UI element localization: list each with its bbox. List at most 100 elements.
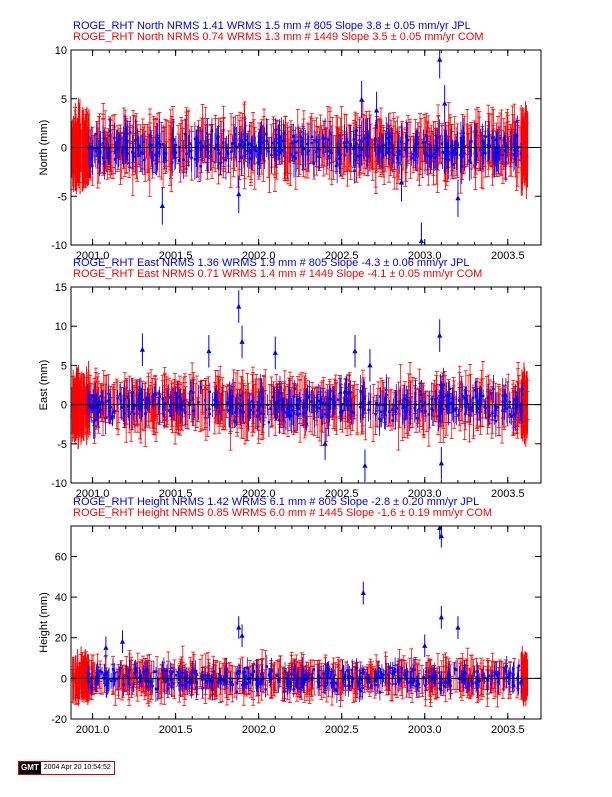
jpl-point [336,162,338,164]
jpl-point [102,157,104,159]
jpl-point [121,152,123,154]
jpl-point [446,154,448,156]
jpl-point [151,160,153,162]
jpl-point [456,152,458,154]
jpl-point [503,137,505,139]
jpl-point [227,153,229,155]
jpl-point [190,157,192,159]
jpl-point [125,137,127,139]
jpl-outlier-point [236,191,241,196]
jpl-point [178,159,180,161]
jpl-point [118,148,120,150]
jpl-point [215,144,217,146]
jpl-point [200,148,202,150]
jpl-point [343,141,345,143]
jpl-point [328,155,330,157]
jpl-point [231,142,233,144]
jpl-point [463,152,465,154]
y-axis-label: North (mm) [38,120,50,176]
jpl-point [501,154,503,156]
jpl-point [297,140,299,142]
jpl-point [385,151,387,153]
jpl-point [239,145,241,147]
jpl-point [109,151,111,153]
jpl-point [258,156,260,158]
jpl-point [292,135,294,137]
jpl-point [97,154,99,156]
jpl-point [429,157,431,159]
y-tick-label: 5 [61,94,67,106]
jpl-point [413,149,415,151]
jpl-point [400,142,402,144]
jpl-point [182,158,184,160]
jpl-point [188,142,190,144]
jpl-point [109,130,111,132]
jpl-point [495,152,497,154]
y-tick-label: -10 [51,240,67,252]
jpl-point [418,408,420,410]
jpl-point [256,161,258,163]
jpl-point [425,135,427,137]
jpl-point [95,133,97,135]
jpl-point [313,139,315,141]
jpl-point [463,132,465,134]
jpl-point [367,155,369,157]
jpl-point [407,139,409,141]
jpl-point [136,138,138,140]
jpl-point [520,152,522,154]
jpl-point [470,140,472,142]
jpl-point [274,129,276,131]
jpl-point [295,152,297,154]
panel-title-com: ROGE_RHT East NRMS 0.71 WRMS 1.4 mm # 14… [73,268,482,280]
jpl-point [194,158,196,160]
jpl-point [278,419,280,421]
jpl-point [460,145,462,147]
jpl-point [307,143,309,145]
jpl-point [260,145,262,147]
jpl-point [143,141,145,143]
jpl-point [499,137,501,139]
jpl-outlier-point [442,101,447,106]
jpl-point [438,136,440,138]
jpl-point [197,142,199,144]
jpl-point [185,153,187,155]
jpl-point [433,153,435,155]
jpl-point [260,137,262,139]
jpl-point [100,395,102,397]
jpl-point [171,161,173,163]
x-tick-label: 2003.5 [491,250,525,262]
jpl-point [103,138,105,140]
jpl-point [196,156,198,158]
jpl-point [282,139,284,141]
jpl-point [355,129,357,131]
jpl-point [175,151,177,153]
jpl-point [267,150,269,152]
jpl-point [416,153,418,155]
jpl-point [513,143,515,145]
y-tick-label: 0 [61,143,67,155]
jpl-point [398,153,400,155]
jpl-point [360,154,362,156]
jpl-point [114,151,116,153]
jpl-point [315,151,317,153]
jpl-point [366,143,368,145]
jpl-point [503,139,505,141]
jpl-point [311,142,313,144]
jpl-point [312,162,314,164]
jpl-point [410,157,412,159]
jpl-point [396,151,398,153]
chart-panel-1: ROGE_RHT North NRMS 1.41 WRMS 1.5 mm # 8… [38,20,541,262]
jpl-point [126,152,128,154]
jpl-point [289,154,291,156]
jpl-point [143,159,145,161]
jpl-point [200,165,202,167]
jpl-point [424,151,426,153]
jpl-point [113,137,115,139]
jpl-point [159,143,161,145]
jpl-point [452,163,454,165]
jpl-point [349,144,351,146]
y-tick-label: -5 [57,191,67,203]
jpl-point [142,152,144,154]
jpl-point [91,156,93,158]
